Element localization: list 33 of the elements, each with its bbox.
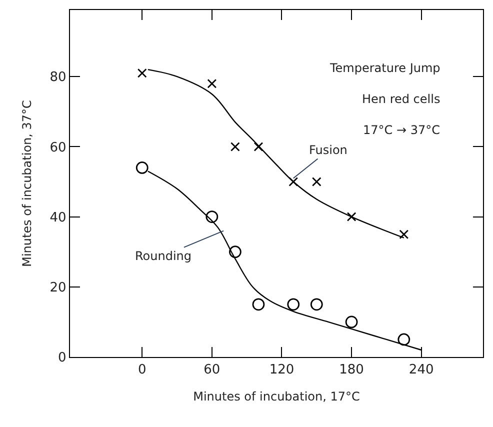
y-tick-label: 80 xyxy=(50,70,66,86)
x-tick-label: 240 xyxy=(408,362,434,378)
point xyxy=(206,210,218,223)
point xyxy=(288,177,298,186)
point xyxy=(230,142,240,152)
x-tick-label: 120 xyxy=(269,362,294,378)
annotation: Rounding xyxy=(135,249,192,263)
point xyxy=(136,162,148,174)
annotation: 17°C → 37°C xyxy=(363,123,440,137)
x-tick-label: 60 xyxy=(204,362,220,378)
point xyxy=(399,230,409,240)
y-tick-label: 0 xyxy=(58,350,66,366)
y-tick-label: 40 xyxy=(50,210,66,226)
annotation: Hen red cells xyxy=(362,92,440,106)
y-axis-title: Minutes of incubation, 37°C xyxy=(20,100,34,267)
point xyxy=(345,316,358,328)
point xyxy=(252,298,265,311)
point xyxy=(137,68,147,78)
point xyxy=(254,142,264,152)
x-tick-label: 180 xyxy=(339,362,364,378)
point xyxy=(312,177,322,186)
point xyxy=(287,298,300,311)
annotation: Temperature Jump xyxy=(329,61,440,75)
y-tick-label: 60 xyxy=(50,140,66,156)
y-tick-label: 20 xyxy=(50,280,66,296)
point xyxy=(207,78,217,88)
point xyxy=(346,212,356,222)
point xyxy=(229,246,242,258)
point xyxy=(398,333,410,346)
x-tick-label: 0 xyxy=(138,362,146,378)
x-axis-title: Minutes of incubation, 17°C xyxy=(193,390,360,404)
annotation: Fusion xyxy=(309,143,348,157)
point xyxy=(310,298,323,311)
